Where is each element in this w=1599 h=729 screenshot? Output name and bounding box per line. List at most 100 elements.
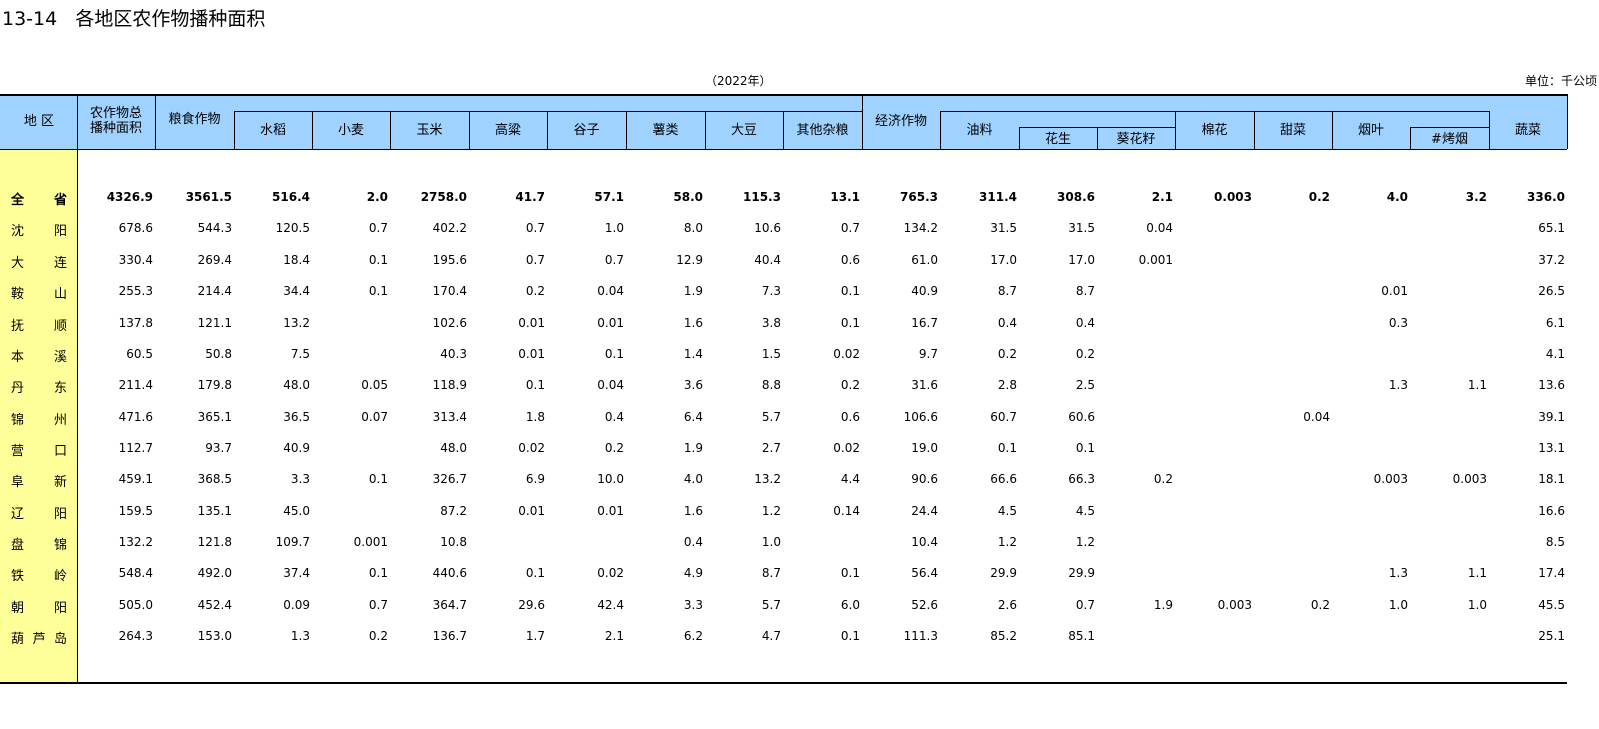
table-cell: 121.8 bbox=[197, 535, 232, 549]
table-cell: 2.6 bbox=[997, 598, 1017, 612]
table-cell: 0.001 bbox=[1138, 253, 1173, 267]
col-divider bbox=[862, 94, 863, 149]
table-cell: 13.1 bbox=[830, 190, 860, 204]
table-cell: 120.5 bbox=[275, 221, 310, 235]
table-cell: 1.4 bbox=[683, 347, 703, 361]
header-economic: 经济作物 bbox=[874, 114, 927, 129]
table-cell: 402.2 bbox=[432, 221, 467, 235]
table-cell: 0.01 bbox=[1381, 284, 1408, 298]
table-cell: 364.7 bbox=[432, 598, 467, 612]
header-soybean: 大豆 bbox=[730, 123, 757, 138]
table-cell: 2.1 bbox=[1151, 190, 1173, 204]
table-cell: 440.6 bbox=[432, 566, 467, 580]
table-cell: 4.7 bbox=[761, 629, 781, 643]
col-divider bbox=[1332, 111, 1333, 149]
table-cell: 0.4 bbox=[1075, 316, 1095, 330]
header-sorghum: 高粱 bbox=[494, 123, 521, 138]
table-cell: 0.02 bbox=[833, 347, 860, 361]
table-cell: 0.02 bbox=[518, 441, 545, 455]
region-name: 盘 锦 bbox=[11, 538, 67, 553]
table-cell: 471.6 bbox=[118, 410, 153, 424]
header-flue-tobacco: #烤烟 bbox=[1431, 132, 1468, 147]
table-cell: 60.7 bbox=[990, 410, 1017, 424]
table-cell: 16.7 bbox=[911, 316, 938, 330]
table-cell: 311.4 bbox=[979, 190, 1017, 204]
table-cell: 255.3 bbox=[118, 284, 153, 298]
table-cell: 0.2 bbox=[997, 347, 1017, 361]
table-cell: 115.3 bbox=[743, 190, 781, 204]
table-cell: 37.4 bbox=[283, 566, 310, 580]
table-cell: 112.7 bbox=[118, 441, 153, 455]
table-cell: 0.2 bbox=[368, 629, 388, 643]
table-cell: 26.5 bbox=[1538, 284, 1565, 298]
region-name: 大 连 bbox=[11, 256, 67, 271]
table-cell: 765.3 bbox=[900, 190, 938, 204]
table-cell: 134.2 bbox=[903, 221, 938, 235]
table-cell: 0.4 bbox=[997, 316, 1017, 330]
table-cell: 1.3 bbox=[1388, 566, 1408, 580]
table-cell: 52.6 bbox=[911, 598, 938, 612]
table-cell: 548.4 bbox=[118, 566, 153, 580]
table-cell: 8.7 bbox=[761, 566, 781, 580]
table-cell: 0.1 bbox=[840, 316, 860, 330]
table-cell: 0.1 bbox=[604, 347, 624, 361]
region-name: 抚 顺 bbox=[11, 319, 67, 334]
col-divider bbox=[312, 111, 313, 149]
table-cell: 336.0 bbox=[1527, 190, 1565, 204]
table-cell: 1.5 bbox=[761, 347, 781, 361]
table-cell: 60.6 bbox=[1068, 410, 1095, 424]
header-cotton: 棉花 bbox=[1201, 123, 1228, 138]
table-cell: 25.1 bbox=[1538, 629, 1565, 643]
table-cell: 50.8 bbox=[205, 347, 232, 361]
table-cell: 0.1 bbox=[525, 566, 545, 580]
table-cell: 0.3 bbox=[1388, 316, 1408, 330]
table-cell: 39.1 bbox=[1538, 410, 1565, 424]
table-cell: 0.1 bbox=[840, 284, 860, 298]
table-cell: 6.9 bbox=[525, 472, 545, 486]
table-cell: 0.2 bbox=[604, 441, 624, 455]
region-name: 锦 州 bbox=[11, 413, 67, 428]
table-cell: 0.02 bbox=[833, 441, 860, 455]
table-cell: 1.9 bbox=[683, 441, 703, 455]
table-cell: 5.7 bbox=[761, 598, 781, 612]
col-divider bbox=[1489, 111, 1490, 149]
region-name: 沈 阳 bbox=[11, 224, 67, 239]
table-cell: 308.6 bbox=[1057, 190, 1095, 204]
table-cell: 4.0 bbox=[1386, 190, 1408, 204]
col-divider bbox=[1410, 127, 1411, 149]
table-cell: 0.003 bbox=[1214, 190, 1252, 204]
table-cell: 102.6 bbox=[432, 316, 467, 330]
table-cell: 10.6 bbox=[754, 221, 781, 235]
region-name: 铁 岭 bbox=[11, 569, 67, 584]
table-cell: 505.0 bbox=[118, 598, 153, 612]
table-cell: 330.4 bbox=[118, 253, 153, 267]
table-cell: 1.0 bbox=[1467, 598, 1487, 612]
table-cell: 6.2 bbox=[683, 629, 703, 643]
header-bottom-line bbox=[0, 149, 1567, 150]
header-tubers: 薯类 bbox=[652, 123, 679, 138]
table-cell: 326.7 bbox=[432, 472, 467, 486]
table-cell: 109.7 bbox=[275, 535, 310, 549]
table-cell: 0.1 bbox=[368, 566, 388, 580]
table-cell: 2.5 bbox=[1075, 378, 1095, 392]
table-cell: 45.5 bbox=[1538, 598, 1565, 612]
table-cell: 42.4 bbox=[597, 598, 624, 612]
table-cell: 132.2 bbox=[118, 535, 153, 549]
table-cell: 0.003 bbox=[1452, 472, 1487, 486]
table-cell: 41.7 bbox=[515, 190, 545, 204]
table-cell: 10.0 bbox=[597, 472, 624, 486]
header-millet: 谷子 bbox=[573, 123, 600, 138]
table-cell: 0.01 bbox=[518, 347, 545, 361]
table-cell: 10.4 bbox=[911, 535, 938, 549]
table-cell: 214.4 bbox=[197, 284, 232, 298]
table-cell: 1.1 bbox=[1467, 566, 1487, 580]
table-cell: 0.4 bbox=[604, 410, 624, 424]
table-cell: 40.3 bbox=[440, 347, 467, 361]
table-cell: 17.0 bbox=[1068, 253, 1095, 267]
table-cell: 90.6 bbox=[911, 472, 938, 486]
header-tobacco: 烟叶 bbox=[1357, 123, 1384, 138]
table-cell: 170.4 bbox=[432, 284, 467, 298]
table-cell: 136.7 bbox=[432, 629, 467, 643]
table-cell: 0.7 bbox=[525, 253, 545, 267]
table-cell: 56.4 bbox=[911, 566, 938, 580]
